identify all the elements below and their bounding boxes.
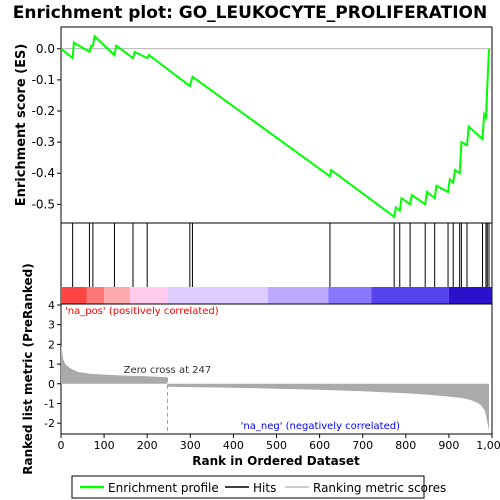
chart-title: Enrichment plot: GO_LEUKOCYTE_PROLIFERAT… xyxy=(13,3,487,23)
x-tick-label: 800 xyxy=(395,439,416,452)
x-tick-label: 300 xyxy=(180,439,201,452)
es-panel: 0.0 -0.1 -0.2 -0.3 -0.4 -0.5 Enrichment score… xyxy=(14,26,493,224)
x-tick-label: 1,000 xyxy=(476,439,500,452)
es-y-tick-label: -0.2 xyxy=(32,104,55,118)
metric-y-tick-label: 4 xyxy=(48,299,55,312)
heat-bar-segment xyxy=(129,287,168,304)
metric-y-tick-label: 0 xyxy=(48,378,55,391)
x-tick-label: 600 xyxy=(309,439,330,452)
es-y-tick-label: 0.0 xyxy=(36,42,55,56)
metric-plot-frame xyxy=(60,303,493,435)
es-y-axis-label: Enrichment score (ES) xyxy=(14,44,29,207)
heat-bar-segment xyxy=(328,287,372,304)
heat-bar-segment xyxy=(448,287,492,304)
x-tick-label: 400 xyxy=(223,439,244,452)
metric-y-tick-label: -2 xyxy=(44,417,55,430)
hits-panel xyxy=(60,222,493,305)
metric-y-tick-label: -1 xyxy=(44,397,55,410)
x-tick-label: 900 xyxy=(438,439,459,452)
es-plot-frame xyxy=(60,26,493,224)
x-tick-label: 200 xyxy=(137,439,158,452)
metric-y-tick-label: 1 xyxy=(48,358,55,371)
es-y-ticks: 0.0 -0.1 -0.2 -0.3 -0.4 -0.5 xyxy=(32,42,61,211)
metric-y-tick-label: 3 xyxy=(48,319,55,332)
zero-cross-label: Zero cross at 247 xyxy=(124,365,212,376)
es-y-tick-label: -0.3 xyxy=(32,135,55,149)
negative-correlation-label: 'na_neg' (negatively correlated) xyxy=(241,421,400,432)
x-axis-label: Rank in Ordered Dataset xyxy=(192,454,360,468)
legend: Enrichment profile Hits Ranking metric sco… xyxy=(71,475,446,499)
x-tick-label: 700 xyxy=(352,439,373,452)
es-y-tick-label: -0.1 xyxy=(32,73,55,87)
enrichment-profile-line xyxy=(60,34,490,219)
hit-markers xyxy=(72,223,490,287)
legend-label: Enrichment profile xyxy=(108,481,219,495)
x-tick-label: 500 xyxy=(266,439,287,452)
heat-bar-segment xyxy=(371,287,449,304)
ranking-metric-area xyxy=(61,345,489,431)
es-y-tick-label: -0.4 xyxy=(32,166,55,180)
positive-correlation-label: 'na_pos' (positively correlated) xyxy=(65,306,219,317)
heat-bar-segment xyxy=(104,287,130,304)
x-tick-label: 0 xyxy=(58,439,65,452)
heat-bar-segment xyxy=(61,287,87,304)
heat-bar-segment xyxy=(267,287,329,304)
metric-y-tick-label: 2 xyxy=(48,338,55,351)
legend-label: Hits xyxy=(253,481,276,495)
metric-panel: Zero cross at 247 'na_pos' (positively c… xyxy=(21,263,500,475)
heat-bar-segment xyxy=(167,287,268,304)
ranking-heat-bar xyxy=(61,287,492,304)
x-axis-ticks: 0 100 200 300 400 500 600 700 800 900 1,000 xyxy=(58,434,500,452)
legend-label: Ranking metric scores xyxy=(313,481,446,495)
legend-items: Enrichment profile Hits Ranking metric sco… xyxy=(80,481,446,495)
heat-bar-segment xyxy=(86,287,105,304)
x-tick-label: 100 xyxy=(94,439,115,452)
metric-y-ticks: 4 3 2 1 0 -1 -2 xyxy=(44,299,61,430)
metric-y-axis-label: Ranked list metric (PreRanked) xyxy=(21,263,35,475)
es-y-tick-label: -0.5 xyxy=(32,197,55,211)
